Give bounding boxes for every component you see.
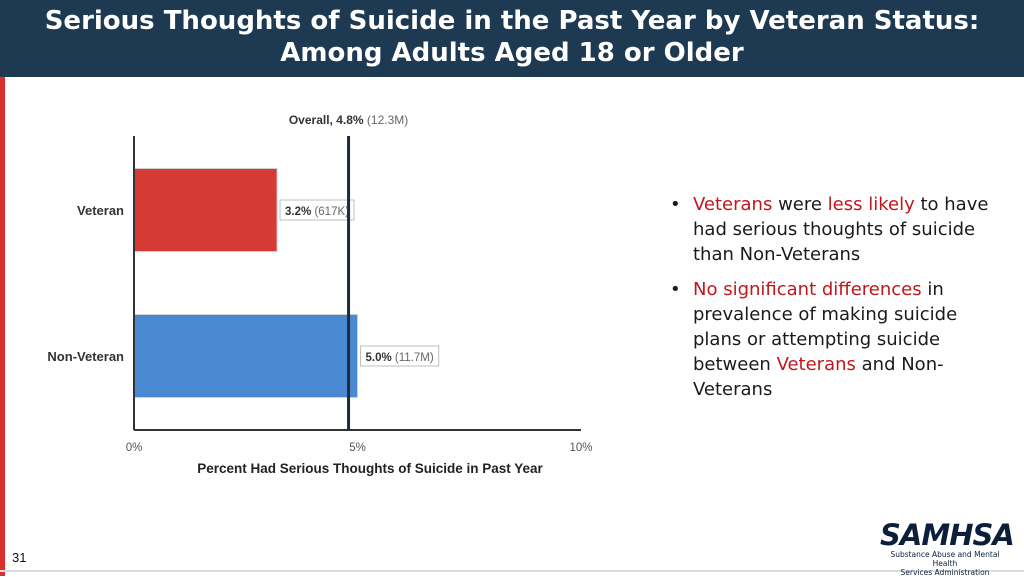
bullet-1-seg-2: less likely [827,194,915,215]
data-label: 3.2% (617K) [279,199,355,221]
x-tick-label: 5% [349,442,366,454]
logo-subtitle-line1: Substance Abuse and Mental Health [890,550,1000,568]
bullet-list: • Veterans were less likely to have had … [668,192,998,412]
left-accent-bar [0,77,5,576]
svg-text:3.2% (617K): 3.2% (617K) [285,206,349,218]
bullet-1-seg-3: to have had serious thoughts of suicide … [693,194,989,265]
x-axis-title: Percent Had Serious Thoughts of Suicide … [197,461,543,476]
category-label: Non-Veteran [47,349,124,364]
slide-header: Serious Thoughts of Suicide in the Past … [0,0,1024,77]
bullet-dot: • [670,194,681,215]
x-tick-label: 0% [126,442,143,454]
data-label: 5.0% (11.7M) [360,345,440,367]
logo-wordmark: SAMHSA [880,518,1015,552]
bullet-item: • Veterans were less likely to have had … [668,192,998,267]
reference-line-label: Overall, 4.8% (12.3M) [289,113,408,127]
slide-title-line1: Serious Thoughts of Suicide in the Past … [44,6,980,36]
bullet-2-seg-2: Veterans [776,354,856,375]
bottom-divider [0,570,1024,572]
x-tick-label: 10% [569,442,592,454]
slide-title-line2: Among Adults Aged 18 or Older [280,38,744,68]
bullet-dot: • [670,279,681,300]
bar-non-veteran [133,314,358,398]
bullet-1-seg-1: were [772,194,828,215]
bullet-2-seg-3: and Non-Veterans [693,354,944,400]
bar-veteran [133,168,278,252]
bullet-1-seg-0: Veterans [693,194,773,215]
category-label: Veteran [77,203,124,218]
page-number: 31 [12,550,27,565]
svg-text:5.0% (11.7M): 5.0% (11.7M) [366,352,434,364]
bullet-item: • No significant differences in prevalen… [668,277,998,402]
bullet-2-seg-1: in prevalence of making suicide plans or… [693,279,958,375]
bullet-2-seg-0: No significant differences [693,279,922,300]
samhsa-logo: SAMHSA Substance Abuse and Mental Health… [880,518,1015,577]
logo-subtitle-line2: Services Administration [900,568,990,577]
